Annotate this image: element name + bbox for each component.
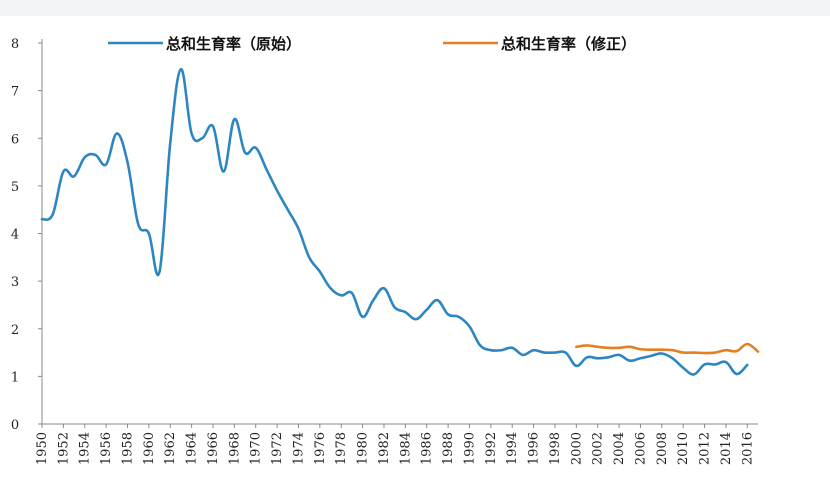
y-tick-label: 4: [11, 228, 19, 243]
x-tick-label: 1952: [56, 432, 71, 465]
legend-label-corrected: 总和生育率（修正）: [501, 35, 636, 53]
x-tick-label: 1982: [377, 432, 392, 465]
y-tick-label: 0: [11, 418, 19, 433]
x-tick-label: 1988: [441, 432, 456, 465]
x-tick-label: 1970: [249, 432, 264, 465]
y-tick-label: 1: [11, 370, 19, 385]
x-tick-label: 1994: [505, 432, 520, 465]
x-tick-label: 1958: [120, 432, 135, 465]
x-tick-label: 2002: [591, 432, 606, 465]
axes: [41, 39, 758, 425]
x-tick-label: 1954: [78, 432, 93, 465]
y-tick-label: 5: [11, 180, 19, 195]
legend-item-original: 总和生育率（原始）: [108, 35, 301, 53]
x-tick-label: 1962: [163, 432, 178, 465]
y-tick-label: 8: [11, 37, 19, 52]
x-tick-label: 2014: [719, 432, 734, 465]
y-tick-label: 3: [11, 275, 19, 290]
x-tick-label: 1968: [227, 432, 242, 465]
x-tick-label: 2006: [633, 432, 648, 465]
top-band: [0, 0, 830, 16]
x-tick-label: 1976: [313, 432, 328, 465]
y-tick-label: 2: [11, 323, 19, 338]
x-tick-label: 1960: [142, 432, 157, 465]
x-tick-label: 1974: [291, 432, 306, 465]
x-tick-label: 2004: [612, 432, 627, 465]
x-tick-label: 2012: [698, 432, 713, 465]
x-tick-label: 2016: [740, 432, 755, 465]
series-line-corrected: [575, 342, 760, 355]
legend-item-corrected: 总和生育率（修正）: [443, 35, 636, 53]
series-lines: [40, 67, 760, 376]
series-line-original: [40, 67, 749, 376]
x-tick-label: 2008: [655, 432, 670, 465]
x-tick-label: 1986: [420, 432, 435, 465]
x-tick-label: 1990: [462, 432, 477, 465]
legend: 总和生育率（原始） 总和生育率（修正）: [108, 35, 636, 53]
x-tick-label: 1950: [35, 432, 50, 465]
x-tick-label: 1966: [206, 432, 221, 465]
y-tick-label: 7: [11, 85, 19, 100]
x-tick-label: 1998: [548, 432, 563, 465]
y-tick-label: 6: [11, 132, 19, 147]
x-tick-label: 2010: [676, 432, 691, 465]
x-tick-label: 1996: [527, 432, 542, 465]
x-tick-label: 1956: [99, 432, 114, 465]
x-tick-label: 1980: [356, 432, 371, 465]
x-tick-label: 1964: [185, 432, 200, 465]
x-tick-label: 1972: [270, 432, 285, 465]
x-tick-label: 1978: [334, 432, 349, 465]
x-tick-label: 2000: [569, 432, 584, 465]
x-axis-ticks: 1950 1952 1954 1956 1958 1960 1962 1964 1966 1968…: [35, 424, 755, 465]
x-tick-label: 1992: [484, 432, 499, 465]
x-tick-label: 1984: [398, 432, 413, 465]
y-axis-ticks: 0 1 2 3 4 5 6 7 8: [11, 37, 42, 433]
legend-label-original: 总和生育率（原始）: [166, 35, 301, 53]
